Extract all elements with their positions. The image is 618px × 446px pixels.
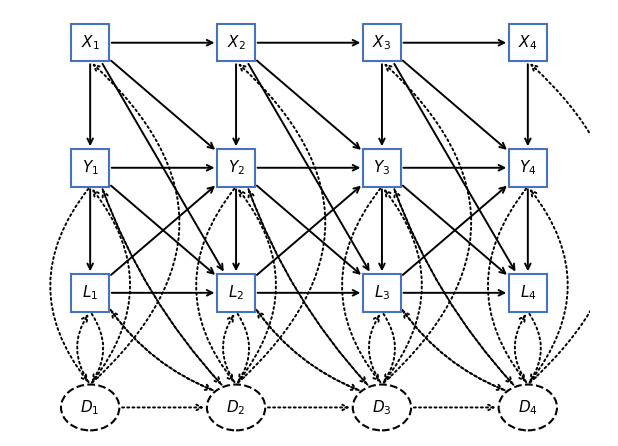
FancyArrowPatch shape bbox=[223, 316, 234, 382]
Text: $Y_1$: $Y_1$ bbox=[82, 158, 99, 177]
FancyBboxPatch shape bbox=[509, 24, 546, 62]
Text: $D_2$: $D_2$ bbox=[226, 398, 246, 417]
FancyArrowPatch shape bbox=[50, 189, 88, 380]
FancyArrowPatch shape bbox=[384, 314, 395, 380]
FancyArrowPatch shape bbox=[91, 314, 103, 380]
Text: $L_3$: $L_3$ bbox=[374, 284, 390, 302]
FancyArrowPatch shape bbox=[379, 189, 385, 269]
Text: $L_1$: $L_1$ bbox=[82, 284, 98, 302]
FancyBboxPatch shape bbox=[363, 149, 400, 186]
FancyArrowPatch shape bbox=[112, 40, 213, 45]
FancyArrowPatch shape bbox=[256, 310, 357, 390]
Text: $Y_2$: $Y_2$ bbox=[227, 158, 245, 177]
FancyArrowPatch shape bbox=[525, 189, 531, 269]
FancyArrowPatch shape bbox=[248, 191, 368, 385]
FancyArrowPatch shape bbox=[238, 190, 276, 382]
FancyBboxPatch shape bbox=[509, 274, 546, 312]
FancyArrowPatch shape bbox=[258, 40, 358, 45]
FancyArrowPatch shape bbox=[369, 316, 381, 382]
FancyBboxPatch shape bbox=[509, 149, 546, 186]
FancyArrowPatch shape bbox=[257, 186, 360, 273]
Text: $X_3$: $X_3$ bbox=[373, 33, 391, 52]
FancyArrowPatch shape bbox=[258, 290, 358, 296]
FancyBboxPatch shape bbox=[363, 274, 400, 312]
FancyArrowPatch shape bbox=[112, 165, 213, 170]
Ellipse shape bbox=[499, 384, 557, 430]
FancyArrowPatch shape bbox=[257, 187, 360, 275]
FancyArrowPatch shape bbox=[238, 65, 325, 383]
FancyArrowPatch shape bbox=[233, 189, 239, 269]
FancyArrowPatch shape bbox=[403, 61, 506, 149]
FancyBboxPatch shape bbox=[218, 24, 255, 62]
FancyArrowPatch shape bbox=[112, 312, 213, 390]
Text: $Y_3$: $Y_3$ bbox=[373, 158, 391, 177]
FancyBboxPatch shape bbox=[72, 24, 109, 62]
FancyBboxPatch shape bbox=[218, 149, 255, 186]
FancyArrowPatch shape bbox=[103, 191, 222, 385]
FancyArrowPatch shape bbox=[342, 189, 380, 380]
FancyArrowPatch shape bbox=[384, 190, 422, 382]
FancyArrowPatch shape bbox=[394, 189, 512, 383]
Ellipse shape bbox=[207, 384, 265, 430]
FancyArrowPatch shape bbox=[122, 405, 202, 410]
FancyArrowPatch shape bbox=[111, 186, 214, 273]
FancyArrowPatch shape bbox=[384, 65, 471, 383]
FancyArrowPatch shape bbox=[530, 65, 617, 383]
FancyArrowPatch shape bbox=[111, 61, 214, 149]
FancyArrowPatch shape bbox=[403, 187, 506, 275]
Text: $X_1$: $X_1$ bbox=[81, 33, 99, 52]
FancyArrowPatch shape bbox=[257, 61, 360, 149]
FancyArrowPatch shape bbox=[394, 191, 514, 385]
FancyArrowPatch shape bbox=[268, 405, 348, 410]
FancyArrowPatch shape bbox=[77, 316, 88, 382]
FancyArrowPatch shape bbox=[248, 64, 368, 270]
FancyArrowPatch shape bbox=[404, 40, 504, 45]
FancyArrowPatch shape bbox=[103, 64, 222, 270]
Text: $L_4$: $L_4$ bbox=[520, 284, 536, 302]
FancyArrowPatch shape bbox=[530, 314, 541, 380]
FancyArrowPatch shape bbox=[530, 190, 568, 382]
Text: $Y_4$: $Y_4$ bbox=[519, 158, 536, 177]
FancyArrowPatch shape bbox=[112, 290, 213, 296]
Text: $L_2$: $L_2$ bbox=[228, 284, 244, 302]
FancyArrowPatch shape bbox=[87, 189, 93, 269]
FancyArrowPatch shape bbox=[103, 189, 220, 383]
FancyArrowPatch shape bbox=[404, 290, 504, 296]
FancyBboxPatch shape bbox=[72, 149, 109, 186]
FancyArrowPatch shape bbox=[404, 165, 504, 170]
FancyArrowPatch shape bbox=[414, 405, 494, 410]
Ellipse shape bbox=[61, 384, 119, 430]
Text: $D_1$: $D_1$ bbox=[80, 398, 100, 417]
FancyArrowPatch shape bbox=[258, 165, 358, 170]
FancyArrowPatch shape bbox=[237, 314, 249, 380]
FancyBboxPatch shape bbox=[72, 274, 109, 312]
FancyArrowPatch shape bbox=[525, 64, 531, 144]
FancyArrowPatch shape bbox=[404, 312, 505, 390]
FancyArrowPatch shape bbox=[87, 64, 93, 144]
FancyArrowPatch shape bbox=[92, 190, 130, 382]
FancyArrowPatch shape bbox=[111, 187, 214, 275]
FancyArrowPatch shape bbox=[379, 64, 385, 144]
FancyBboxPatch shape bbox=[218, 274, 255, 312]
FancyArrowPatch shape bbox=[488, 189, 526, 380]
FancyArrowPatch shape bbox=[92, 65, 179, 383]
FancyArrowPatch shape bbox=[196, 189, 234, 380]
Text: $D_3$: $D_3$ bbox=[372, 398, 392, 417]
FancyArrowPatch shape bbox=[394, 64, 514, 270]
FancyArrowPatch shape bbox=[403, 186, 506, 273]
Text: $X_4$: $X_4$ bbox=[519, 33, 538, 52]
FancyBboxPatch shape bbox=[363, 24, 400, 62]
Text: $X_2$: $X_2$ bbox=[227, 33, 245, 52]
FancyArrowPatch shape bbox=[248, 189, 366, 383]
FancyArrowPatch shape bbox=[111, 310, 211, 390]
FancyArrowPatch shape bbox=[233, 64, 239, 144]
FancyArrowPatch shape bbox=[402, 310, 502, 390]
Text: $D_4$: $D_4$ bbox=[518, 398, 538, 417]
FancyArrowPatch shape bbox=[258, 312, 358, 390]
FancyArrowPatch shape bbox=[515, 316, 527, 382]
Ellipse shape bbox=[353, 384, 411, 430]
